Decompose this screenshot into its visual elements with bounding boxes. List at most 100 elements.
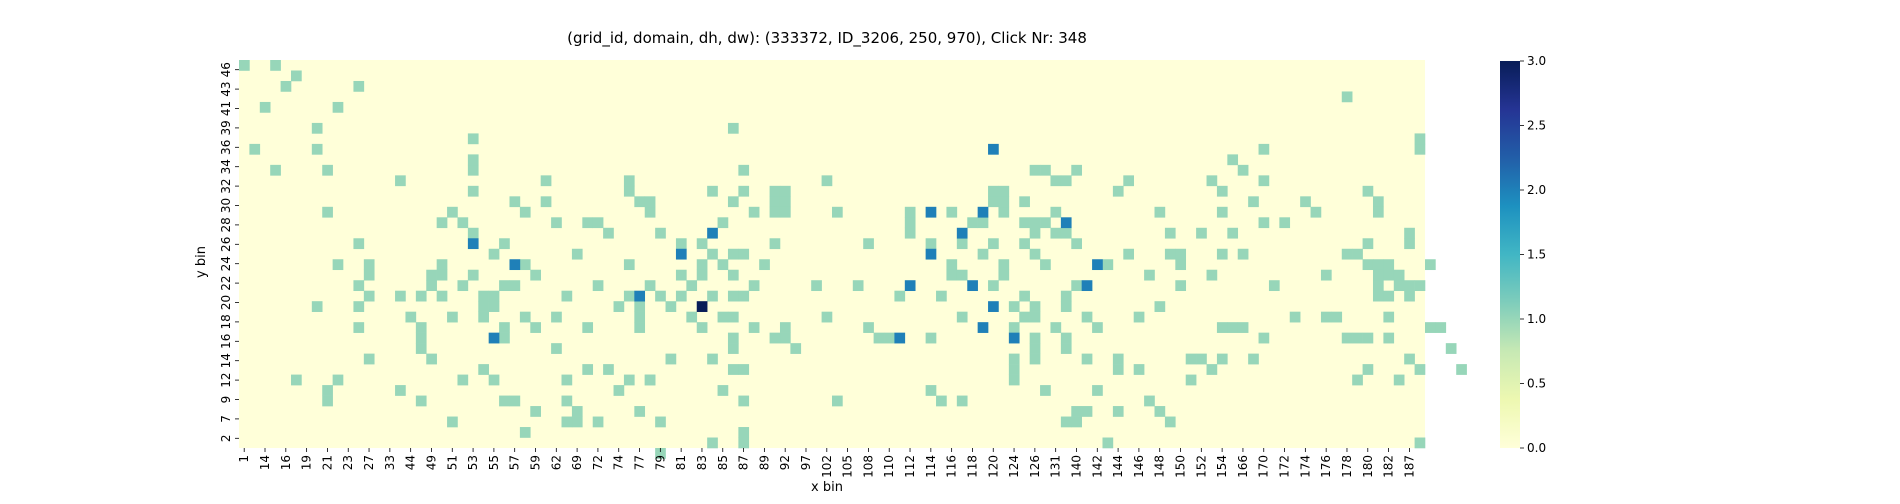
heatmap-cell [1341, 91, 1353, 103]
heatmap-cell [270, 164, 281, 176]
heatmap-cell [946, 259, 958, 271]
heatmap-cell [1019, 238, 1030, 250]
heatmap-cell [1414, 133, 1426, 145]
heatmap-cell [1102, 259, 1114, 271]
x-tick-label: 126 [1028, 455, 1042, 478]
heatmap-cell [436, 217, 448, 229]
heatmap-cell [1237, 164, 1249, 176]
colorbar-tick-label: 0.5 [1527, 377, 1546, 391]
heatmap-cell [644, 206, 656, 218]
heatmap-cell [592, 416, 604, 428]
heatmap-cell [748, 206, 760, 218]
heatmap-cell [634, 311, 646, 323]
heatmap-cell [727, 290, 739, 302]
heatmap-cell [779, 206, 791, 218]
heatmap-cell [592, 217, 604, 229]
heatmap-cell [1019, 196, 1030, 208]
heatmap-cell [1029, 301, 1041, 312]
heatmap-cell [1123, 175, 1134, 187]
heatmap-cell [738, 395, 750, 407]
heatmap-cell [1029, 227, 1041, 239]
y-tick-label: 36 [219, 140, 233, 155]
heatmap-cell [1237, 322, 1249, 333]
heatmap-cell [717, 217, 729, 229]
heatmap-cell [1404, 280, 1415, 292]
heatmap-cell [499, 322, 510, 333]
y-tick-label: 30 [219, 198, 233, 213]
y-tick-label: 24 [219, 256, 233, 271]
heatmap-cell [467, 227, 479, 239]
heatmap-cell [696, 269, 708, 281]
heatmap-cell [1060, 343, 1072, 354]
heatmap-cell [1040, 217, 1051, 229]
heatmap-cell [925, 385, 937, 396]
x-tick-label: 154 [1215, 455, 1229, 478]
heatmap-cell [988, 143, 999, 155]
heatmap-cell [1008, 322, 1020, 333]
heatmap-cell [447, 311, 458, 323]
x-tick-label: 72 [591, 455, 605, 470]
heatmap-cell [291, 70, 302, 82]
heatmap-cell [1029, 248, 1041, 260]
x-tick-label: 1 [237, 455, 251, 463]
heatmap-cell [488, 248, 500, 260]
heatmap-cell [988, 238, 999, 250]
chart-title: (grid_id, domain, dh, dw): (333372, ID_3… [567, 29, 1087, 48]
heatmap-cell [363, 259, 375, 271]
y-tick-label: 12 [219, 372, 233, 387]
heatmap-cell [623, 175, 635, 187]
heatmap-cell [395, 385, 406, 396]
x-tick-label: 97 [799, 455, 813, 470]
heatmap-cell [488, 332, 500, 344]
heatmap-cell [644, 196, 656, 208]
y-tick-label: 28 [219, 217, 233, 232]
heatmap-cell [1414, 364, 1426, 375]
heatmap-cell [571, 406, 583, 417]
heatmap-cell [1227, 322, 1239, 333]
x-tick-label: 51 [445, 455, 459, 470]
heatmap-cell [904, 217, 916, 229]
heatmap-cell [707, 353, 718, 365]
heatmap-cell [311, 301, 323, 312]
heatmap-cell [1362, 185, 1374, 197]
heatmap-cell [696, 301, 708, 312]
heatmap-cell [790, 343, 802, 354]
heatmap-cell [696, 238, 708, 250]
heatmap-cell [748, 322, 760, 333]
heatmap-cell [675, 290, 687, 302]
heatmap-cell [821, 175, 833, 187]
heatmap-cell [1133, 364, 1145, 375]
y-tick-label: 32 [219, 178, 233, 193]
heatmap-cell [1372, 206, 1384, 218]
heatmap-cell [291, 374, 302, 386]
heatmap-cell [727, 122, 739, 134]
heatmap-cell [1175, 259, 1187, 271]
x-tick-label: 53 [466, 455, 480, 470]
heatmap-cell [499, 238, 510, 250]
heatmap-cell [467, 238, 479, 250]
heatmap-cell [363, 269, 375, 281]
heatmap-cell [426, 269, 437, 281]
heatmap-cell [509, 395, 521, 407]
x-tick-label: 118 [965, 455, 979, 478]
heatmap-cell [707, 227, 718, 239]
heatmap-cell [988, 301, 999, 312]
heatmap-cell [707, 248, 718, 260]
heatmap-cell [1008, 374, 1020, 386]
heatmap-cell [1060, 416, 1072, 428]
heatmap-cell [426, 353, 437, 365]
x-tick-label: 89 [757, 455, 771, 470]
heatmap-cell [499, 395, 510, 407]
heatmap-cell [613, 301, 625, 312]
heatmap-cell [904, 206, 916, 218]
y-tick-label: 16 [219, 334, 233, 349]
heatmap-cell [738, 427, 750, 438]
heatmap-cell [415, 395, 427, 407]
x-tick-label: 83 [695, 455, 709, 470]
heatmap-cell [270, 60, 281, 71]
heatmap-cell [634, 290, 646, 302]
heatmap-cell [707, 185, 718, 197]
heatmap-cell [655, 416, 666, 428]
x-tick-label: 182 [1382, 455, 1396, 478]
heatmap-cell [1071, 280, 1082, 292]
